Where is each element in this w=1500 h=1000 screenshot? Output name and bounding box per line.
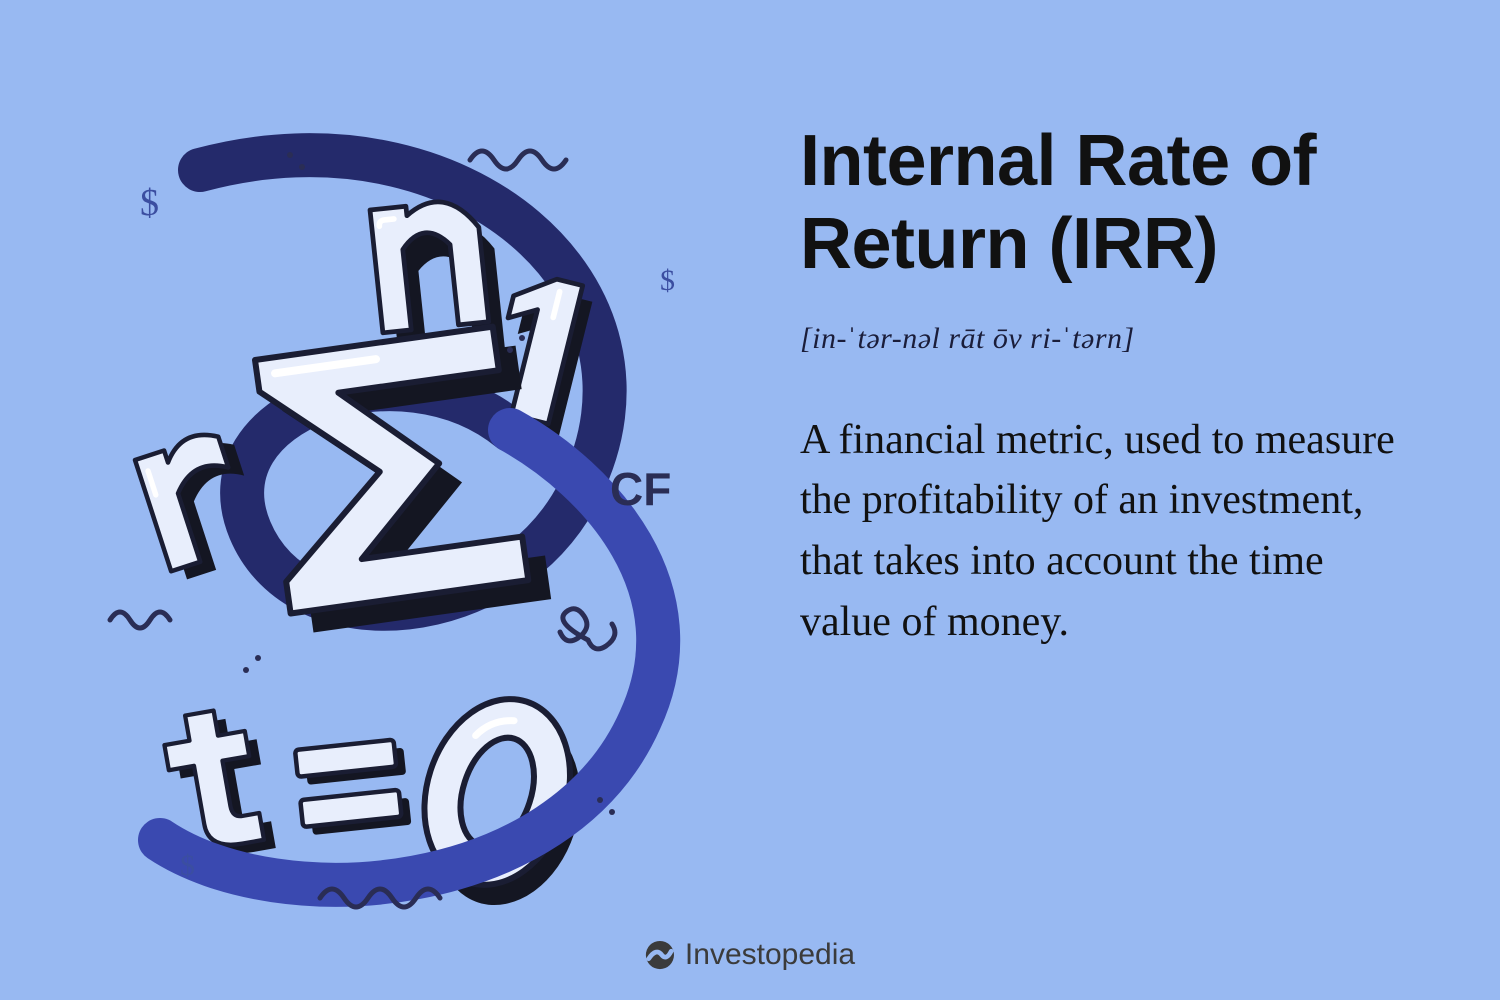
brand-name: Investopedia: [685, 938, 855, 972]
term-title: Internal Rate of Return (IRR): [800, 120, 1420, 286]
letters-cf: CF: [610, 463, 671, 515]
squiggle-icon: [110, 612, 170, 628]
investopedia-icon: [645, 940, 675, 970]
text-block: Internal Rate of Return (IRR) [in-ˈtər-n…: [800, 120, 1420, 653]
definition-text: A financial metric, used to measure the …: [800, 410, 1420, 654]
squiggle-icon: [470, 151, 566, 169]
definition-card: CF $ $ $ Internal Rate of Return (IRR) […: [0, 0, 1500, 1000]
letter-equals: [295, 739, 411, 836]
dollar-icon: $: [660, 264, 675, 297]
dollar-icon: $: [180, 849, 195, 882]
pronunciation: [in-ˈtər-nəl rāt ōv ri-ˈtərn]: [800, 322, 1420, 356]
brand-logo: Investopedia: [645, 938, 855, 972]
letter-sigma: [255, 324, 551, 635]
formula-illustration: CF $ $ $: [40, 60, 760, 920]
dollar-icon: $: [140, 182, 159, 224]
squiggle-icon: [560, 609, 615, 649]
